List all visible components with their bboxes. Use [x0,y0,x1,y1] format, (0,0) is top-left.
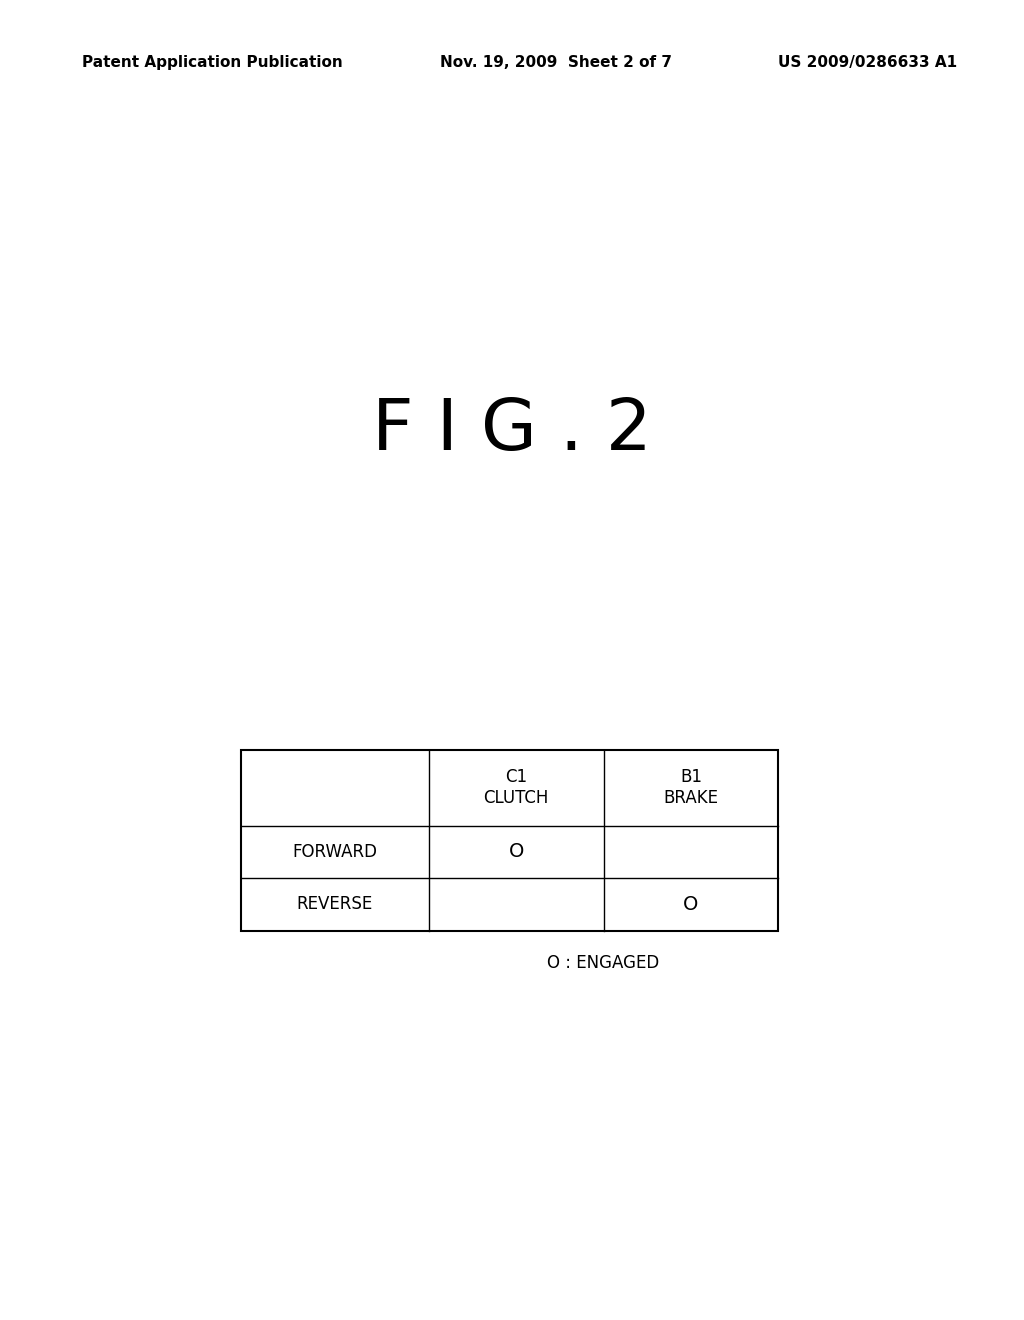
Text: F I G . 2: F I G . 2 [372,396,652,465]
Text: FORWARD: FORWARD [292,843,377,861]
Text: B1
BRAKE: B1 BRAKE [664,768,719,807]
Text: C1
CLUTCH: C1 CLUTCH [483,768,549,807]
Text: O : ENGAGED: O : ENGAGED [548,954,659,973]
Text: Patent Application Publication: Patent Application Publication [82,55,343,70]
Text: REVERSE: REVERSE [297,895,373,913]
Text: O: O [509,842,524,862]
Text: Nov. 19, 2009  Sheet 2 of 7: Nov. 19, 2009 Sheet 2 of 7 [440,55,673,70]
Text: US 2009/0286633 A1: US 2009/0286633 A1 [778,55,957,70]
Text: O: O [683,895,698,913]
